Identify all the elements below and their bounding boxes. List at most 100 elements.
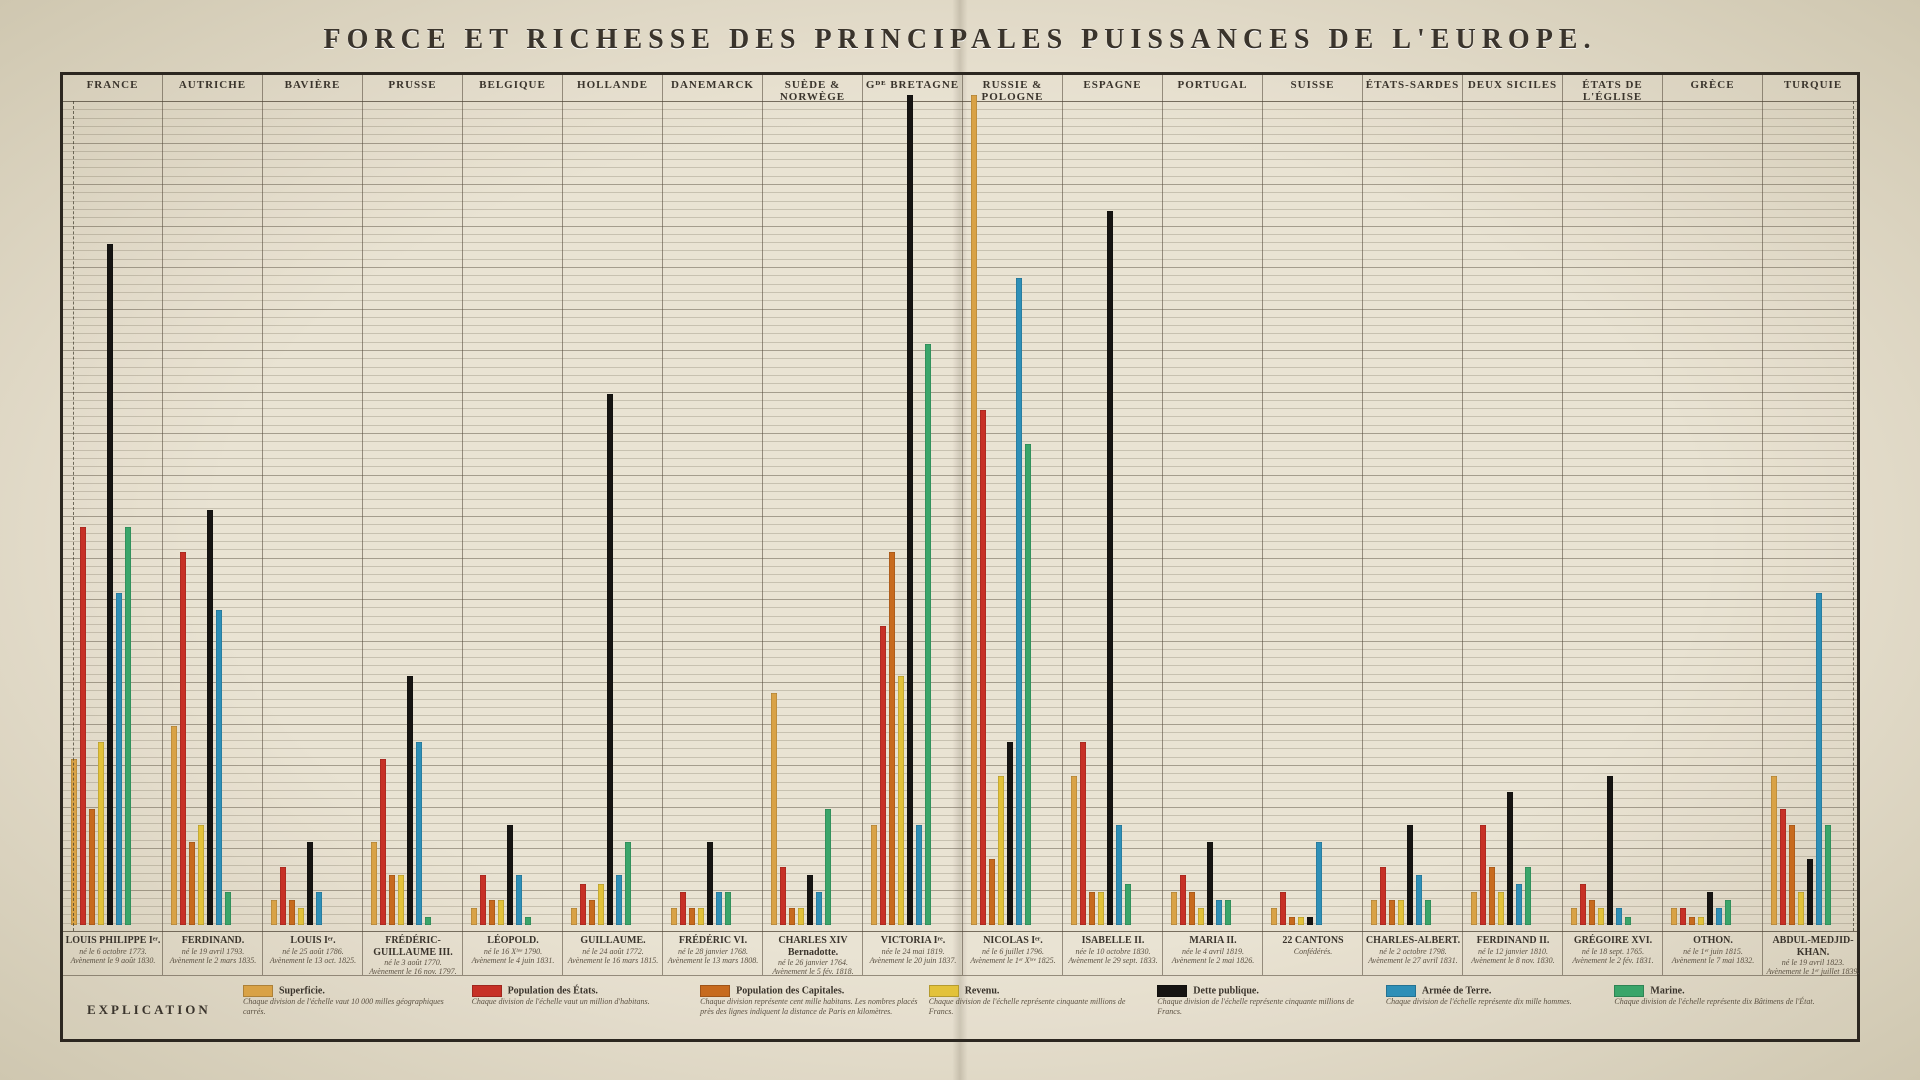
bar-superficie <box>1571 908 1577 925</box>
ruler-dates: né le 2 octobre 1798. Avènement le 27 av… <box>1363 947 1463 965</box>
legend-swatch <box>1386 985 1416 997</box>
bar-pop_etats <box>1480 825 1486 925</box>
page-title: FORCE ET RICHESSE DES PRINCIPALES PUISSA… <box>0 24 1920 56</box>
legend-desc: Chaque division de l'échelle représente … <box>929 997 1148 1016</box>
bar-revenu <box>1598 908 1604 925</box>
bar-marine <box>1125 884 1131 926</box>
bar-pop_cap <box>389 875 395 925</box>
country-header: ESPAGNE <box>1063 79 1162 105</box>
bar-marine <box>1825 825 1831 925</box>
bar-superficie <box>371 842 377 925</box>
bar-revenu <box>1298 917 1304 925</box>
ruler-name: CHARLES-ALBERT. <box>1363 935 1463 947</box>
ruler-dates: née le 24 mai 1819. Avènement le 20 juin… <box>863 947 963 965</box>
bar-marine <box>1525 867 1531 925</box>
bar-marine <box>1625 917 1631 925</box>
ruler-caption: GUILLAUME.né le 24 août 1772. Avènement … <box>563 935 663 965</box>
bar-marine <box>725 892 731 925</box>
bar-superficie <box>771 693 777 925</box>
ruler-name: FRÉDÉRIC-GUILLAUME III. <box>363 935 463 958</box>
ruler-caption: CHARLES-ALBERT.né le 2 octobre 1798. Avè… <box>1363 935 1463 965</box>
bar-pop_etats <box>1680 908 1686 925</box>
bar-dette <box>1507 792 1513 925</box>
bar-armee <box>416 742 422 925</box>
bar-armee <box>1516 884 1522 926</box>
bar-pop_cap <box>889 552 895 926</box>
ruler-dates: née le 4 avril 1819. Avènement le 2 mai … <box>1163 947 1263 965</box>
ruler-dates: né le 16 Xᵇʳᵉ 1790. Avènement le 4 juin … <box>463 947 563 965</box>
ruler-caption: FERDINAND II.né le 12 janvier 1810. Avèn… <box>1463 935 1563 965</box>
bar-pop_cap <box>1189 892 1195 925</box>
country-header: SUÈDE & NORWÈGE <box>763 79 862 105</box>
bar-dette <box>1807 859 1813 925</box>
scale-ruler <box>1853 101 1854 931</box>
bar-revenu <box>98 742 104 925</box>
bar-superficie <box>1071 776 1077 925</box>
country-header: TURQUIE <box>1763 79 1863 105</box>
bar-revenu <box>1098 892 1104 925</box>
ruler-dates: né le 1ᵉʳ juin 1815. Avènement le 7 mai … <box>1663 947 1763 965</box>
legend-label: Superficie. <box>279 985 325 996</box>
bar-pop_cap <box>1689 917 1695 925</box>
ruler-dates: né le 28 janvier 1768. Avènement le 13 m… <box>663 947 763 965</box>
bar-superficie <box>1771 776 1777 925</box>
legend-label: Revenu. <box>965 985 1000 996</box>
bar-superficie <box>1371 900 1377 925</box>
country-cell: AUTRICHE <box>163 75 263 975</box>
bar-pop_etats <box>1780 809 1786 925</box>
bar-superficie <box>971 95 977 925</box>
legend-label: Marine. <box>1650 985 1684 996</box>
legend-desc: Chaque division de l'échelle vaut un mil… <box>472 997 691 1007</box>
bar-marine <box>1725 900 1731 925</box>
ruler-dates: né le 24 août 1772. Avènement le 16 mars… <box>563 947 663 965</box>
bar-marine <box>425 917 431 925</box>
bar-pop_cap <box>1089 892 1095 925</box>
country-header: DANEMARCK <box>663 79 762 105</box>
legend-desc: Chaque division de l'échelle représente … <box>1157 997 1376 1016</box>
legend-label: Population des États. <box>508 985 598 996</box>
ruler-name: ISABELLE II. <box>1063 935 1163 947</box>
bar-armee <box>1416 875 1422 925</box>
legend-swatch <box>1614 985 1644 997</box>
ruler-caption: ISABELLE II.née le 10 octobre 1830. Avèn… <box>1063 935 1163 965</box>
bar-superficie <box>171 726 177 925</box>
bar-superficie <box>1671 908 1677 925</box>
ruler-name: OTHON. <box>1663 935 1763 947</box>
bar-pop_etats <box>80 527 86 925</box>
bar-armee <box>816 892 822 925</box>
ruler-caption: ABDUL-MEDJID-KHAN.né le 19 avril 1823. A… <box>1763 935 1863 976</box>
bar-pop_etats <box>880 626 886 925</box>
bar-pop_cap <box>489 900 495 925</box>
bar-revenu <box>898 676 904 925</box>
legend-swatch <box>929 985 959 997</box>
ruler-name: FRÉDÉRIC VI. <box>663 935 763 947</box>
bar-armee <box>316 892 322 925</box>
bar-pop_etats <box>380 759 386 925</box>
bar-pop_etats <box>580 884 586 926</box>
country-header: GRÈCE <box>1663 79 1762 105</box>
bar-pop_etats <box>1380 867 1386 925</box>
bar-pop_cap <box>1589 900 1595 925</box>
bar-dette <box>1707 892 1713 925</box>
bar-armee <box>216 610 222 925</box>
bar-dette <box>707 842 713 925</box>
legend-desc: Chaque division de l'échelle vaut 10 000… <box>243 997 462 1016</box>
bar-pop_cap <box>1389 900 1395 925</box>
bar-revenu <box>1498 892 1504 925</box>
bar-dette <box>507 825 513 925</box>
ruler-caption: LOUIS Iᵉʳ.né le 25 août 1786. Avènement … <box>263 935 363 965</box>
bar-revenu <box>798 908 804 925</box>
bar-dette <box>1607 776 1613 925</box>
bar-armee <box>1716 908 1722 925</box>
ruler-dates: né le 19 avril 1823. Avènement le 1ᵉʳ ju… <box>1763 958 1863 976</box>
bar-pop_cap <box>1289 917 1295 925</box>
ruler-dates: né le 25 août 1786. Avènement le 13 oct.… <box>263 947 363 965</box>
country-cell: PORTUGAL <box>1163 75 1263 975</box>
bar-pop_etats <box>780 867 786 925</box>
bar-armee <box>916 825 922 925</box>
bar-dette <box>407 676 413 925</box>
legend-item: Population des Capitales.Chaque division… <box>700 985 919 1016</box>
bar-pop_etats <box>180 552 186 926</box>
country-header: PRUSSE <box>363 79 462 105</box>
bar-pop_etats <box>1180 875 1186 925</box>
